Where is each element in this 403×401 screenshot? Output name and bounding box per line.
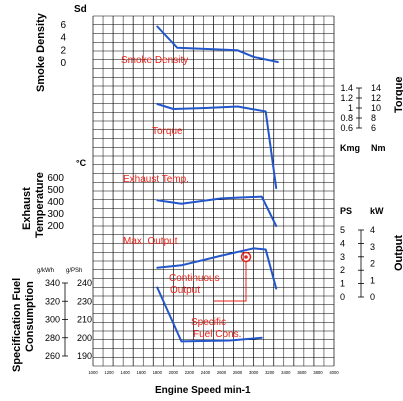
x-tick-label: 3000 [249, 370, 259, 375]
chart-grid [92, 15, 335, 367]
torque-tick-label: 10 [371, 103, 381, 113]
smoke-tick-label: 6 [60, 20, 66, 31]
exhaust-unit: °C [76, 158, 87, 168]
torque-tick-label: 6 [371, 123, 376, 133]
x-tick-label: 1600 [137, 370, 147, 375]
smoke-curve-label: Smoke Density [121, 55, 188, 66]
output-unit-right: kW [370, 206, 384, 216]
sfc-tick-label: 300 [45, 315, 60, 325]
x-tick-label: 2000 [169, 370, 179, 375]
x-axis-title: Engine Speed min-1 [155, 385, 251, 396]
sfc-axis-title-line2: Consumption [24, 281, 36, 352]
torque-tick-label: 1.2 [340, 93, 353, 103]
output-tick-label: 4 [340, 238, 345, 248]
sfc-tick-label: 230 [77, 296, 92, 306]
curves [156, 25, 279, 343]
output-axis-title: Output [393, 235, 403, 271]
exhaust-curve [156, 195, 278, 227]
output-tick-label: 1 [340, 279, 345, 289]
exhaust-axis-title-line1: Exhaust [21, 187, 33, 230]
sfc-tick-label: 280 [45, 333, 60, 343]
sfc-curve-label-line1: Specific [191, 317, 226, 328]
sfc-tick-label: 340 [45, 278, 60, 288]
output-tick-label: 3 [340, 252, 345, 262]
sfc-tick-label: 320 [45, 296, 60, 306]
torque-tick-label: 1.4 [340, 83, 353, 93]
torque-axis-title: Torque [393, 77, 403, 113]
x-tick-label: 3400 [281, 370, 291, 375]
output-tick-label: 4 [370, 225, 375, 235]
torque-curve [156, 103, 278, 189]
exhaust-tick-label: 500 [47, 185, 64, 196]
torque-tick-label: 0.8 [340, 113, 353, 123]
sfc-tick-label: 260 [45, 351, 60, 361]
x-tick-label: 1200 [104, 370, 114, 375]
x-tick-label: 2600 [217, 370, 227, 375]
torque-tick-label: 14 [371, 83, 381, 93]
torque-tick-label: 0.6 [340, 123, 353, 133]
continuous-output-leader [214, 261, 247, 302]
output-unit-left: PS [340, 206, 352, 216]
output-curve-label: Max. Output [123, 236, 178, 247]
smoke-curve [156, 25, 279, 63]
output-tick-label: 0 [340, 292, 345, 302]
sfc-tick-label: 200 [77, 333, 92, 343]
smoke-unit: Sd [74, 4, 87, 15]
x-tick-label: 1400 [120, 370, 130, 375]
output-tick-label: 2 [370, 259, 375, 269]
exhaust-tick-label: 400 [47, 197, 64, 208]
output-tick-label: 1 [370, 275, 375, 285]
x-tick-label: 1800 [153, 370, 163, 375]
x-tick-label: 3200 [265, 370, 275, 375]
smoke-density-axis-title: Smoke Density [35, 12, 47, 92]
x-tick-label: 3800 [313, 370, 323, 375]
x-tick-label: 2800 [233, 370, 243, 375]
smoke-tick-label: 0 [60, 58, 66, 69]
torque-tick-label: 8 [371, 113, 376, 123]
output-tick-label: 3 [370, 242, 375, 252]
x-tick-label: 1000 [88, 370, 98, 375]
torque-unit-left: Kmg [340, 143, 360, 153]
x-tick-label: 2200 [185, 370, 195, 375]
axis-ticks: 1000 1200 1400 1600 1800 2000 2200 2400 2600 2800… [45, 20, 381, 375]
continuous-output-marker [240, 251, 252, 263]
exhaust-curve-label: Exhaust Temp. [123, 174, 189, 185]
output-tick-label: 2 [340, 265, 345, 275]
x-tick-label: 2400 [201, 370, 211, 375]
smoke-tick-label: 2 [60, 45, 66, 56]
torque-tick-label: 12 [371, 93, 381, 103]
exhaust-tick-label: 300 [47, 209, 64, 220]
sfc-curve [156, 286, 263, 343]
continuous-output-label-line2: Output [170, 285, 200, 296]
sfc-axis-title-line1: Specification Fuel [11, 278, 23, 372]
exhaust-tick-label: 600 [47, 173, 64, 184]
sfc-tick-label: 240 [77, 278, 92, 288]
sfc-curve-label-line2: Fuel Cons. [193, 329, 241, 340]
torque-unit-right: Nm [371, 143, 386, 153]
continuous-output-marker-dot [244, 255, 248, 259]
output-tick-label: 0 [370, 292, 375, 302]
sfc-unit-left: g/kWh [37, 268, 54, 274]
smoke-tick-label: 4 [60, 33, 66, 44]
sfc-tick-label: 190 [77, 351, 92, 361]
x-tick-label: 3600 [297, 370, 307, 375]
exhaust-axis-title-line2: Temperature [34, 172, 46, 238]
output-tick-label: 5 [340, 225, 345, 235]
output-curve [156, 247, 278, 290]
sfc-unit-right: g/PSh [66, 268, 82, 274]
torque-tick-label: 1 [348, 103, 353, 113]
sfc-tick-label: 210 [77, 315, 92, 325]
exhaust-tick-label: 200 [47, 221, 64, 232]
continuous-output-label-line1: Continuous [169, 273, 220, 284]
torque-curve-label: Torque [152, 126, 183, 137]
x-tick-label: 4000 [329, 370, 339, 375]
